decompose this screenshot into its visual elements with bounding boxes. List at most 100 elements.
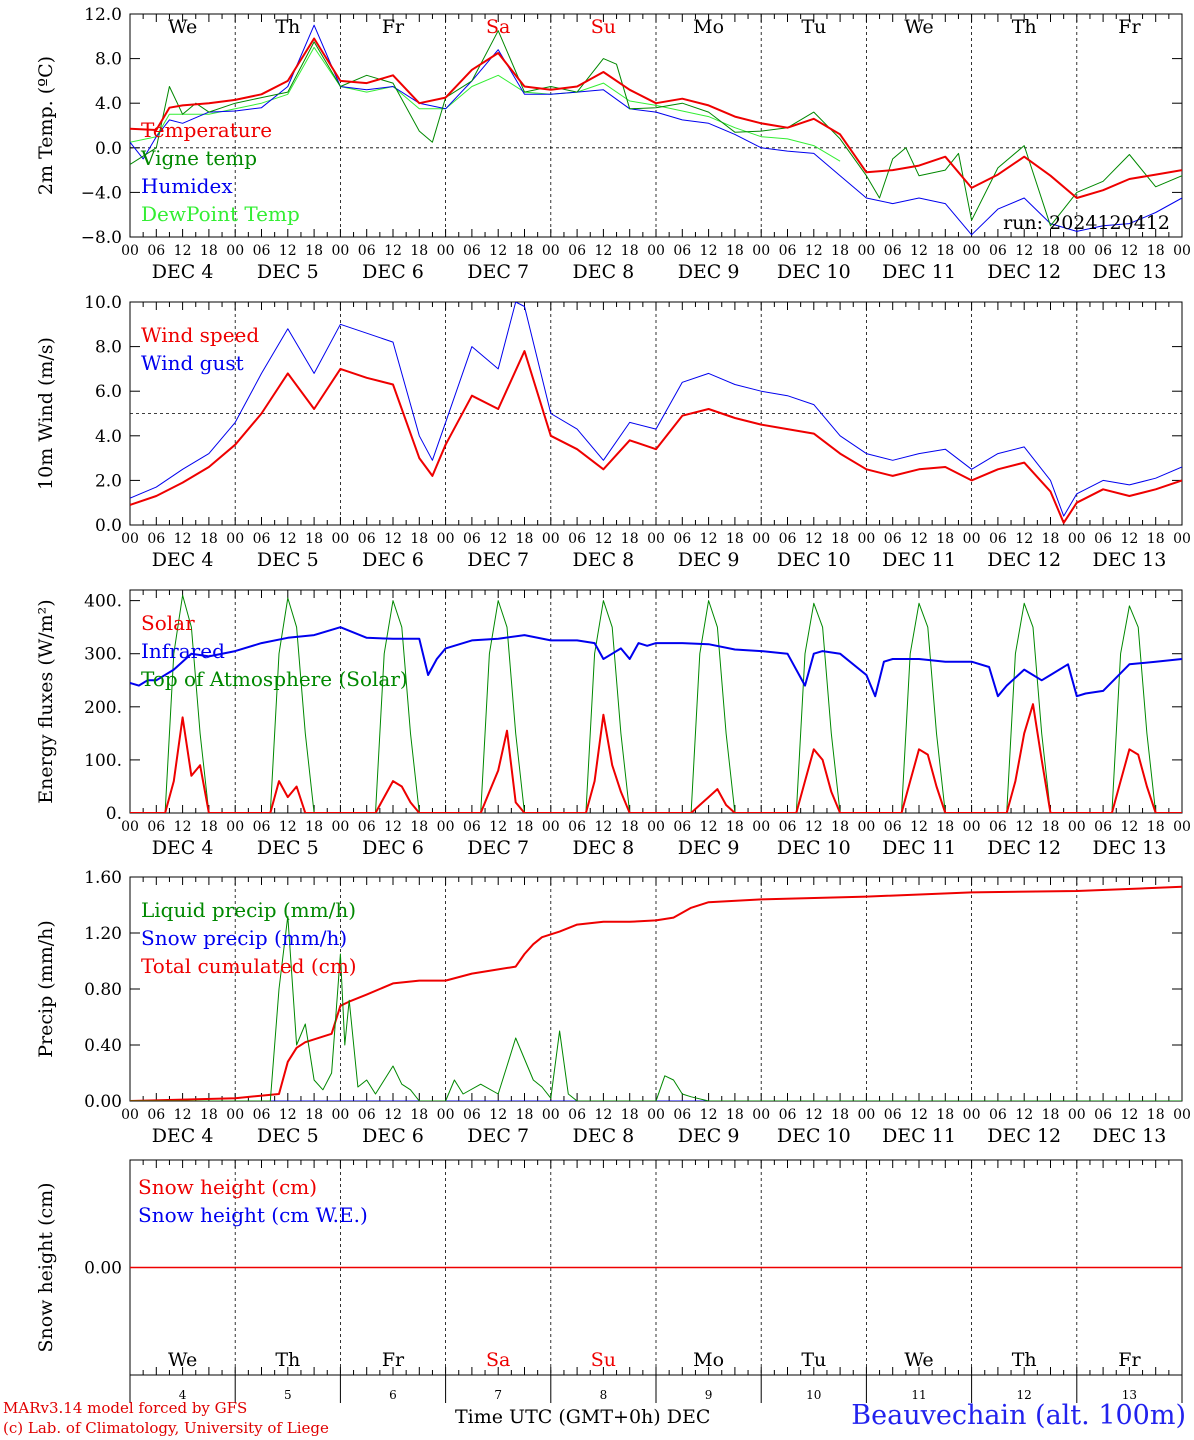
x-date-label: DEC 4 <box>152 261 214 283</box>
legend-entry: Temperature <box>141 118 272 142</box>
x-date-label: DEC 5 <box>257 837 319 859</box>
weekday-label: Th <box>275 16 300 38</box>
weekday-label: Th <box>275 1349 300 1371</box>
x-hour-label: 12 <box>700 531 718 547</box>
x-hour-label: 12 <box>805 819 823 835</box>
x-hour-label: 12 <box>489 1107 507 1123</box>
x-hour-label: 06 <box>147 531 165 547</box>
legend-entry: Snow height (cm) <box>138 1175 317 1199</box>
x-hour-label: 06 <box>989 1107 1007 1123</box>
x-hour-label: 18 <box>305 243 323 259</box>
panel-4: 0.00 0.40 0.80 1.20 1.60 Precip (mm/h) 00 06 12 1… <box>35 868 1191 1147</box>
x-hour-label: 12 <box>805 1107 823 1123</box>
x-date-label: DEC 7 <box>467 1125 529 1147</box>
x-hour-label: 00 <box>542 1107 560 1123</box>
x-hour-label: 00 <box>1173 1107 1191 1123</box>
x-date-label: DEC 13 <box>1092 1125 1166 1147</box>
x-hour-label: 18 <box>1147 243 1165 259</box>
x-hour-label: 18 <box>410 243 428 259</box>
x-date-label: DEC 10 <box>777 1125 851 1147</box>
x-hour-label: 18 <box>726 243 744 259</box>
y-tick-label: 8.0 <box>95 50 122 70</box>
y-tick-label: 4.0 <box>95 94 122 114</box>
legend-entry: Top of Atmosphere (Solar) <box>141 667 408 691</box>
y-tick-label: −4.0 <box>81 183 122 203</box>
x-hour-label: 12 <box>594 819 612 835</box>
x-hour-label: 12 <box>1015 243 1033 259</box>
x-hour-label: 18 <box>200 1107 218 1123</box>
x-hour-label: 00 <box>1068 819 1086 835</box>
panel-2: 0.0 2.0 4.0 6.0 8.0 10.0 10m Wind (m/s) 00 06 12 1… <box>35 293 1191 571</box>
series-line-temperature <box>130 37 1182 199</box>
x-hour-label: 00 <box>1173 819 1191 835</box>
weekday-label: Th <box>1012 16 1037 38</box>
y-tick-label: 100. <box>84 751 122 771</box>
x-hour-label: 00 <box>752 531 770 547</box>
weekday-label: Fr <box>382 16 405 38</box>
series-line-dewpoint-temp <box>130 46 841 162</box>
weekday-label: Su <box>591 16 616 38</box>
x-hour-label: 06 <box>673 819 691 835</box>
weekday-label: Fr <box>382 1349 405 1371</box>
day-number-label: 11 <box>911 1388 926 1402</box>
y-tick-label: 0.0 <box>95 516 122 536</box>
x-hour-label: 00 <box>121 243 139 259</box>
x-hour-label: 12 <box>1120 531 1138 547</box>
weekday-label: We <box>904 16 933 38</box>
x-hour-label: 06 <box>147 1107 165 1123</box>
x-hour-label: 18 <box>726 1107 744 1123</box>
x-date-label: DEC 12 <box>987 549 1061 571</box>
x-hour-label: 00 <box>857 1107 875 1123</box>
x-hour-label: 06 <box>673 1107 691 1123</box>
x-hour-label: 12 <box>489 243 507 259</box>
x-date-label: DEC 11 <box>882 549 956 571</box>
x-hour-label: 12 <box>384 819 402 835</box>
x-hour-label: 06 <box>358 1107 376 1123</box>
x-hour-label: 18 <box>831 531 849 547</box>
weekday-label: Fr <box>1118 1349 1141 1371</box>
x-hour-label: 12 <box>594 243 612 259</box>
x-hour-label: 00 <box>331 243 349 259</box>
x-hour-label: 00 <box>437 819 455 835</box>
x-date-label: DEC 9 <box>678 261 740 283</box>
x-hour-label: 12 <box>700 1107 718 1123</box>
x-date-label: DEC 4 <box>152 837 214 859</box>
x-date-label: DEC 11 <box>882 837 956 859</box>
x-date-label: DEC 13 <box>1092 837 1166 859</box>
y-tick-label: 4.0 <box>95 427 122 447</box>
x-hour-label: 06 <box>463 531 481 547</box>
x-hour-label: 00 <box>963 1107 981 1123</box>
y-tick-label: 0. <box>106 804 122 824</box>
x-hour-label: 12 <box>1120 1107 1138 1123</box>
weekday-label: Su <box>591 1349 616 1371</box>
series-line-total-cumulated-cm <box>130 885 1182 1101</box>
x-hour-label: 18 <box>200 531 218 547</box>
x-hour-label: 00 <box>121 531 139 547</box>
x-hour-label: 06 <box>1094 243 1112 259</box>
series-group <box>130 594 1182 813</box>
y-tick-label: 10.0 <box>84 293 122 313</box>
legend-entry: Solar <box>141 611 195 635</box>
y-tick-label: 200. <box>84 698 122 718</box>
x-hour-label: 18 <box>516 243 534 259</box>
legend-entry: Liquid precip (mm/h) <box>141 898 356 922</box>
x-axis-label: Time UTC (GMT+0h) <box>455 1406 661 1428</box>
x-hour-label: 06 <box>358 819 376 835</box>
x-hour-label: 06 <box>884 1107 902 1123</box>
x-date-label: DEC 9 <box>678 837 740 859</box>
x-hour-label: 18 <box>726 531 744 547</box>
copyright-credit: (c) Lab. of Climatology, University of L… <box>3 1419 329 1437</box>
x-hour-label: 18 <box>726 819 744 835</box>
day-number-label: 6 <box>389 1388 397 1402</box>
x-hour-label: 12 <box>279 819 297 835</box>
x-date-label: DEC 5 <box>257 549 319 571</box>
x-hour-label: 06 <box>253 243 271 259</box>
x-hour-label: 12 <box>594 1107 612 1123</box>
x-hour-label: 06 <box>989 819 1007 835</box>
x-hour-label: 06 <box>1094 531 1112 547</box>
weekday-label: Mo <box>693 1349 724 1371</box>
x-hour-label: 18 <box>1042 531 1060 547</box>
x-date-label: DEC 9 <box>678 549 740 571</box>
x-date-label: DEC 12 <box>987 1125 1061 1147</box>
x-date-label: DEC 11 <box>882 261 956 283</box>
